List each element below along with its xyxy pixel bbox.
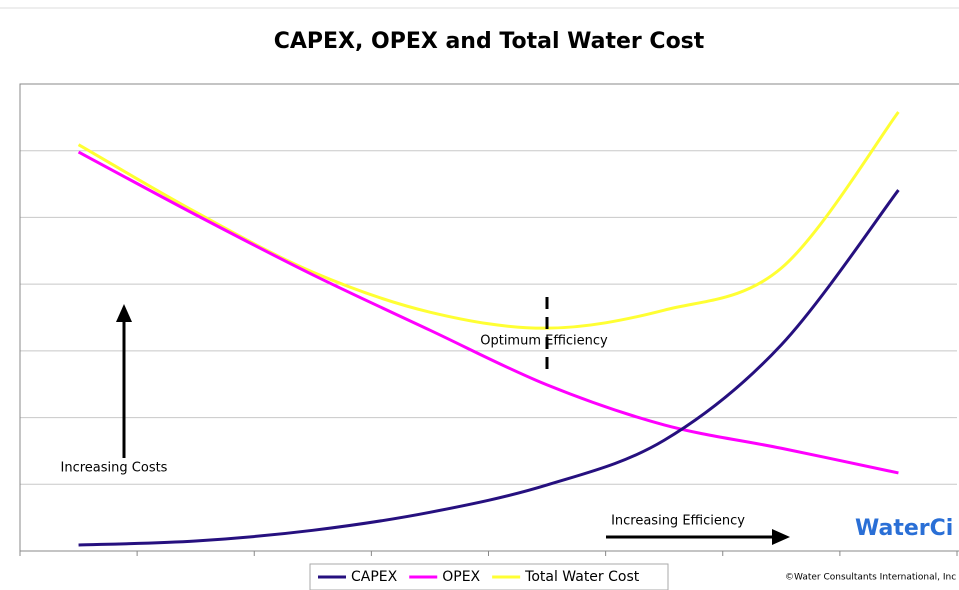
annotation: Increasing Costs	[61, 461, 168, 476]
legend-label: OPEX	[442, 569, 480, 585]
credit: ©Water Consultants International, Inc	[785, 573, 956, 583]
legend-label: CAPEX	[351, 569, 398, 585]
arrow-head	[116, 304, 132, 322]
series-line	[78, 189, 900, 547]
annotation: Optimum Efficiency	[480, 334, 608, 349]
series-line	[77, 111, 900, 330]
logo: WaterCi	[855, 516, 953, 541]
plot-border	[19, 83, 959, 552]
chart-title: CAPEX, OPEX and Total Water Cost	[274, 29, 705, 54]
series-line	[77, 150, 899, 475]
annotation: Increasing Efficiency	[611, 514, 745, 529]
legend-label: Total Water Cost	[524, 569, 640, 585]
legend-box	[309, 563, 669, 590]
arrow-head	[772, 529, 790, 545]
